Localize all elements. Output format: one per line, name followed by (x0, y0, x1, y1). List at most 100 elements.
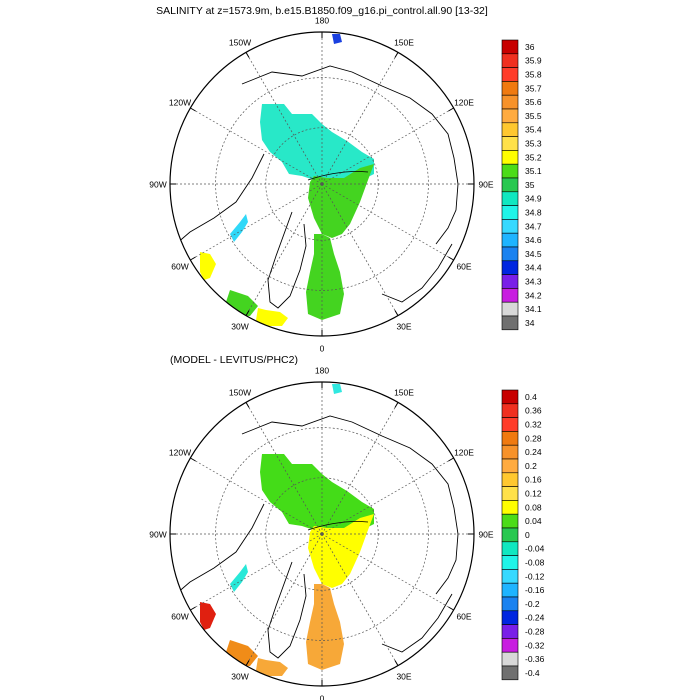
region-baffin-bay (230, 214, 248, 242)
colorbar-label: -0.24 (525, 613, 545, 623)
colorbar-swatch (501, 315, 519, 331)
colorbar-swatch (501, 191, 519, 206)
meridian-line (190, 533, 323, 611)
meridian-line (321, 457, 454, 535)
longitude-label: 60E (456, 262, 471, 272)
colorbar-swatch (501, 150, 519, 165)
colorbar-swatch (501, 569, 519, 584)
coastline (175, 153, 265, 245)
longitude-label: 90E (478, 530, 493, 540)
colorbar-label: 0.32 (525, 420, 542, 430)
colorbar-label: 34.6 (525, 235, 542, 245)
colorbar-swatch (501, 53, 519, 68)
colorbar-label: -0.32 (525, 640, 545, 650)
longitude-tick (245, 310, 250, 316)
colorbar-label: 0.36 (525, 406, 542, 416)
colorbar-swatch (501, 136, 519, 151)
colorbar-label: 35.6 (525, 97, 542, 107)
colorbar-swatch (501, 665, 519, 681)
region-near-0 (256, 308, 288, 326)
longitude-tick (190, 457, 196, 462)
colorbar-label: 34.9 (525, 194, 542, 204)
colorbar-swatch (501, 232, 519, 248)
meridian-line (321, 533, 399, 666)
longitude-label: 150W (229, 38, 251, 48)
difference-map-panel: 180 150E 120E 90E 60E 30E 0 30W 60W 90W 120W 150W 0.… (149, 366, 544, 700)
colorbar: 0.4 0.36 0.32 0.28 0.24 0.2 0.16 0.12 0.08 0.04 0 -… (501, 389, 545, 681)
colorbar-swatch (501, 389, 519, 405)
salinity-map-panel: 180 150E 120E 90E 60E 30E 0 30W 60W 90W 120W 150W 36… (149, 16, 542, 354)
longitude-label: 30E (396, 322, 411, 332)
colorbar-label: -0.04 (525, 544, 545, 554)
colorbar-label: 34.7 (525, 221, 542, 231)
longitude-tick (245, 660, 250, 666)
colorbar-swatch (501, 431, 519, 446)
meridian-line (245, 402, 323, 535)
colorbar-swatch (501, 288, 519, 303)
colorbar-label: 35.3 (525, 139, 542, 149)
colorbar-label: 0.2 (525, 461, 537, 471)
longitude-tick (190, 256, 196, 261)
meridian-line (190, 457, 323, 535)
colorbar-swatch (501, 458, 519, 474)
meridian-line (190, 183, 323, 261)
meridian-line (245, 52, 323, 185)
colorbar-swatch (501, 417, 519, 432)
longitude-label: 90E (478, 180, 493, 190)
colorbar-swatch (501, 624, 519, 639)
longitude-tick (190, 107, 196, 112)
colorbar-label: 34.3 (525, 277, 542, 287)
region-greenland-sea-fram-strait (306, 234, 344, 320)
colorbar-swatch (501, 219, 519, 234)
longitude-tick (448, 256, 454, 261)
longitude-tick (448, 457, 454, 462)
colorbar-swatch (501, 582, 519, 598)
colorbar-label: 35.2 (525, 152, 542, 162)
colorbar-label: -0.16 (525, 585, 545, 595)
region-eurasian-basin (308, 164, 374, 238)
longitude-label: 150E (394, 388, 414, 398)
coastline (175, 503, 265, 595)
colorbar-label: 35.9 (525, 56, 542, 66)
colorbar-swatch (501, 638, 519, 653)
longitude-tick (394, 52, 399, 58)
region-baffin-bay (230, 564, 248, 592)
colorbar-swatch (501, 301, 519, 317)
colorbar-swatch (501, 527, 519, 543)
longitude-label: 180 (315, 366, 329, 376)
colorbar-label: 0.28 (525, 433, 542, 443)
colorbar-label: 36 (525, 42, 535, 52)
colorbar-label: 35.8 (525, 70, 542, 80)
longitude-tick (245, 52, 250, 58)
coastline (267, 211, 307, 309)
colorbar-label: 0 (525, 530, 530, 540)
colorbar-swatch (501, 444, 519, 460)
colorbar-label: -0.08 (525, 558, 545, 568)
meridian-line (321, 533, 454, 611)
colorbar-label: 0.16 (525, 475, 542, 485)
longitude-label: 120E (454, 98, 474, 108)
colorbar-swatch (501, 39, 519, 55)
colorbar-swatch (501, 651, 519, 667)
region-labrador-sea (200, 252, 216, 280)
map-disk (170, 32, 474, 336)
longitude-label: 120W (169, 98, 191, 108)
colorbar-swatch (501, 513, 519, 529)
colorbar-label: 35.5 (525, 111, 542, 121)
colorbar-label: 0.08 (525, 502, 542, 512)
longitude-label: 30W (231, 322, 248, 332)
meridian-line (245, 183, 323, 316)
colorbar-label: 34.8 (525, 208, 542, 218)
meridian-line (321, 402, 399, 535)
longitude-tick (448, 606, 454, 611)
contour-line (307, 521, 369, 531)
longitude-label: 30E (396, 672, 411, 682)
colorbar-label: 34.4 (525, 263, 542, 273)
region-bering-strait (332, 384, 342, 394)
latitude-circle (215, 77, 429, 291)
colorbar-label: -0.2 (525, 599, 540, 609)
colorbar: 36 35.9 35.8 35.7 35.6 35.5 35.4 35.3 35.2 35.1 35… (501, 39, 542, 331)
meridian-line (321, 183, 454, 261)
colorbar-swatch (501, 500, 519, 515)
